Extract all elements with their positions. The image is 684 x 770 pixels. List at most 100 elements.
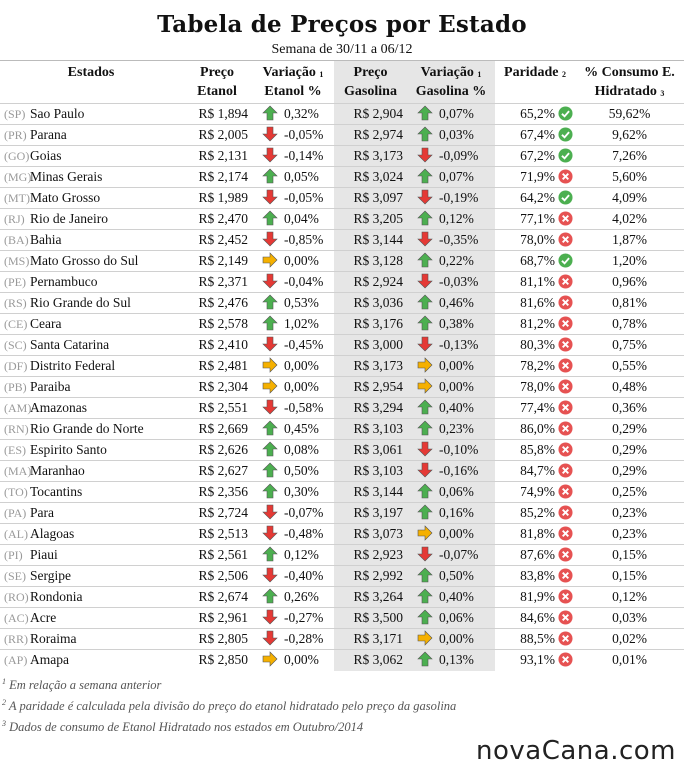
etanol-price: R$ 2,371 bbox=[198, 274, 248, 289]
table-row: (RO)Rondonia R$ 2,674 0,26% R$ 3,264 0,40% 81… bbox=[0, 586, 684, 608]
state-name: Mato Grosso do Sul bbox=[30, 253, 139, 268]
consumption-value: 0,25% bbox=[612, 484, 647, 499]
arrow-up-icon bbox=[417, 168, 433, 184]
header-variacao-gasolina: Variação 1 Gasolina % bbox=[407, 60, 495, 104]
gasolina-variation: 0,50% bbox=[439, 568, 474, 583]
header-preco-etanol: Preço Etanol bbox=[182, 60, 252, 104]
state-name: Mato Grosso bbox=[30, 190, 101, 205]
arrow-up-icon bbox=[262, 210, 278, 226]
arrow-right-icon bbox=[417, 525, 433, 541]
etanol-variation: 1,02% bbox=[284, 316, 319, 331]
consumption-cell: 59,62% bbox=[575, 103, 684, 125]
gasolina-variation: 0,07% bbox=[439, 106, 474, 121]
gasolina-price: R$ 3,061 bbox=[353, 442, 403, 457]
parity-cell: 81,2% bbox=[495, 313, 575, 335]
page-title: Tabela de Preços por Estado bbox=[157, 11, 527, 38]
arrow-up-icon bbox=[417, 651, 433, 667]
check-icon bbox=[558, 190, 573, 205]
gasolina-variation-cell: -0,35% bbox=[407, 229, 495, 251]
parity-cell: 67,4% bbox=[495, 124, 575, 146]
cross-icon bbox=[558, 379, 573, 394]
parity-value: 78,2% bbox=[520, 358, 555, 373]
etanol-price: R$ 2,131 bbox=[198, 148, 248, 163]
gasolina-variation: 0,00% bbox=[439, 631, 474, 646]
state-cell: (AM)Amazonas bbox=[0, 397, 182, 419]
cross-icon bbox=[558, 526, 573, 541]
etanol-variation-cell: 0,00% bbox=[252, 355, 334, 377]
parity-cell: 64,2% bbox=[495, 187, 575, 209]
etanol-variation-cell: -0,40% bbox=[252, 565, 334, 587]
etanol-price: R$ 2,476 bbox=[198, 295, 248, 310]
cross-icon bbox=[558, 652, 573, 667]
parity-cell: 78,2% bbox=[495, 355, 575, 377]
arrow-down-icon bbox=[417, 273, 433, 289]
cross-icon bbox=[558, 589, 573, 604]
gasolina-variation-cell: 0,40% bbox=[407, 397, 495, 419]
gasolina-price-cell: R$ 3,176 bbox=[334, 313, 407, 335]
gasolina-price: R$ 3,294 bbox=[353, 400, 403, 415]
arrow-up-icon bbox=[262, 588, 278, 604]
etanol-price-cell: R$ 2,561 bbox=[182, 544, 252, 566]
etanol-price-cell: R$ 2,850 bbox=[182, 649, 252, 671]
state-name: Rio Grande do Sul bbox=[30, 295, 131, 310]
etanol-variation: -0,07% bbox=[284, 505, 324, 520]
etanol-price-cell: R$ 2,961 bbox=[182, 607, 252, 629]
etanol-variation: -0,85% bbox=[284, 232, 324, 247]
etanol-variation-cell: -0,05% bbox=[252, 124, 334, 146]
arrow-down-icon bbox=[262, 525, 278, 541]
etanol-price: R$ 2,674 bbox=[198, 589, 248, 604]
state-name: Alagoas bbox=[30, 526, 75, 541]
table-row: (MT)Mato Grosso R$ 1,989 -0,05% R$ 3,097 -0,… bbox=[0, 187, 684, 209]
gasolina-variation-cell: 0,40% bbox=[407, 586, 495, 608]
consumption-cell: 0,81% bbox=[575, 292, 684, 314]
consumption-value: 59,62% bbox=[608, 106, 651, 121]
arrow-up-icon bbox=[262, 294, 278, 310]
arrow-down-icon bbox=[417, 189, 433, 205]
state-cell: (MT)Mato Grosso bbox=[0, 187, 182, 209]
gasolina-variation-cell: 0,22% bbox=[407, 250, 495, 272]
gasolina-price: R$ 3,036 bbox=[353, 295, 403, 310]
state-cell: (BA)Bahia bbox=[0, 229, 182, 251]
consumption-value: 1,87% bbox=[612, 232, 647, 247]
arrow-down-icon bbox=[262, 147, 278, 163]
footnotes: 1 Em relação a semana anterior 2 A parida… bbox=[0, 671, 684, 734]
etanol-variation-cell: -0,14% bbox=[252, 145, 334, 167]
cross-icon bbox=[558, 358, 573, 373]
parity-value: 67,4% bbox=[520, 127, 555, 142]
gasolina-variation-cell: 0,12% bbox=[407, 208, 495, 230]
gasolina-price: R$ 3,144 bbox=[353, 232, 403, 247]
etanol-price-cell: R$ 2,669 bbox=[182, 418, 252, 440]
etanol-price-cell: R$ 2,551 bbox=[182, 397, 252, 419]
state-name: Ceara bbox=[30, 316, 62, 331]
arrow-down-icon bbox=[417, 462, 433, 478]
state-name: Piaui bbox=[30, 547, 58, 562]
state-code: (CE) bbox=[4, 317, 28, 331]
etanol-variation: -0,05% bbox=[284, 190, 324, 205]
etanol-price: R$ 2,481 bbox=[198, 358, 248, 373]
gasolina-variation-cell: -0,09% bbox=[407, 145, 495, 167]
state-name: Rio Grande do Norte bbox=[30, 421, 144, 436]
gasolina-variation-cell: -0,13% bbox=[407, 334, 495, 356]
state-name: Acre bbox=[30, 610, 57, 625]
etanol-price: R$ 2,578 bbox=[198, 316, 248, 331]
etanol-variation: 0,53% bbox=[284, 295, 319, 310]
cross-icon bbox=[558, 421, 573, 436]
etanol-price: R$ 2,513 bbox=[198, 526, 248, 541]
table-row: (RN)Rio Grande do Norte R$ 2,669 0,45% R$ 3… bbox=[0, 418, 684, 440]
state-cell: (AP) Amapa bbox=[0, 649, 182, 671]
parity-cell: 74,9% bbox=[495, 481, 575, 503]
etanol-variation: 0,04% bbox=[284, 211, 319, 226]
parity-cell: 77,1% bbox=[495, 208, 575, 230]
state-code: (SP) bbox=[4, 107, 26, 121]
cross-icon bbox=[558, 631, 573, 646]
arrow-down-icon bbox=[262, 336, 278, 352]
state-cell: (RO)Rondonia bbox=[0, 586, 182, 608]
gasolina-price-cell: R$ 3,294 bbox=[334, 397, 407, 419]
gasolina-price-cell: R$ 3,024 bbox=[334, 166, 407, 188]
state-name: Santa Catarina bbox=[30, 337, 110, 352]
consumption-cell: 4,09% bbox=[575, 187, 684, 209]
header-estados: Estados bbox=[0, 60, 182, 104]
gasolina-price: R$ 3,176 bbox=[353, 316, 403, 331]
state-name: Sao Paulo bbox=[30, 106, 85, 121]
gasolina-price-cell: R$ 3,073 bbox=[334, 523, 407, 545]
